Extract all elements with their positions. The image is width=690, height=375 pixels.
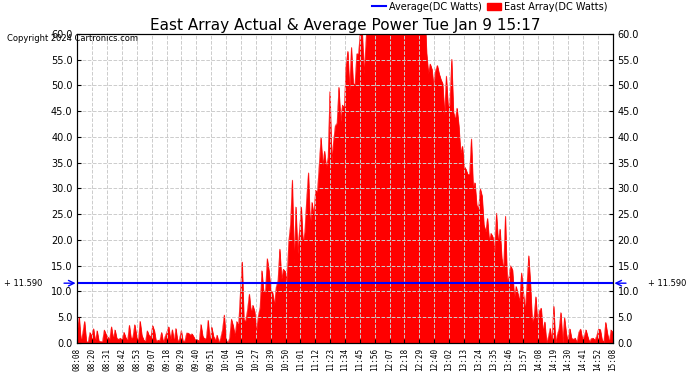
Text: + 11.590: + 11.590 <box>4 279 43 288</box>
Text: Copyright 2024 Cartronics.com: Copyright 2024 Cartronics.com <box>7 34 138 43</box>
Title: East Array Actual & Average Power Tue Jan 9 15:17: East Array Actual & Average Power Tue Ja… <box>150 18 540 33</box>
Text: + 11.590: + 11.590 <box>647 279 686 288</box>
Legend: Average(DC Watts), East Array(DC Watts): Average(DC Watts), East Array(DC Watts) <box>372 2 608 12</box>
